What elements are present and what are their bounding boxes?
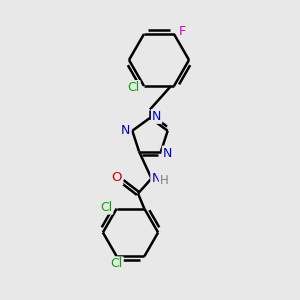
Text: F: F xyxy=(179,25,186,38)
Text: H: H xyxy=(160,174,169,187)
Text: Cl: Cl xyxy=(128,81,140,94)
Text: Cl: Cl xyxy=(100,201,112,214)
Text: Cl: Cl xyxy=(111,257,123,270)
Text: N: N xyxy=(163,146,172,160)
Text: N: N xyxy=(152,110,161,123)
Text: N: N xyxy=(121,124,130,137)
Text: O: O xyxy=(112,171,122,184)
Text: N: N xyxy=(151,172,161,185)
